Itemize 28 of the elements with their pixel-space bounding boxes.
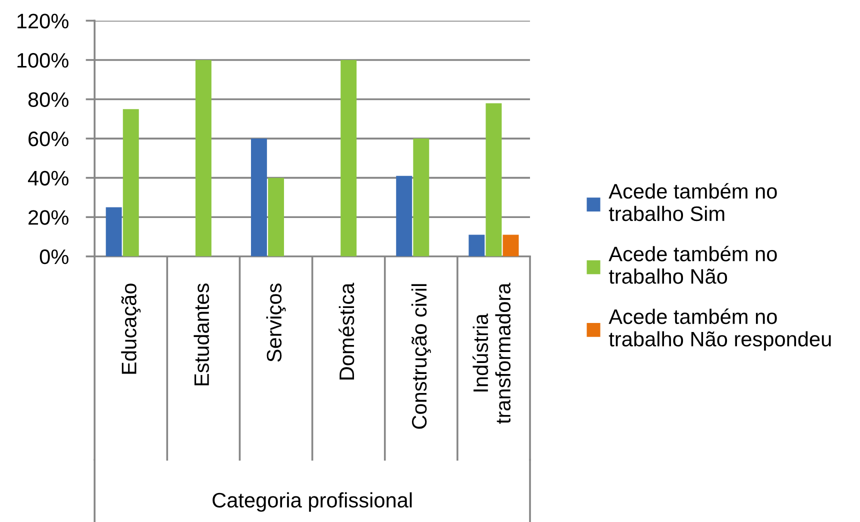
x-axis-title: Categoria profissional [212,492,412,512]
x-tick-label: Indústria transformadora [472,282,511,424]
legend-label: Acede também no trabalho Não respondeu [608,308,831,351]
bar [502,234,519,256]
bar [413,138,430,256]
y-tick-label: 0% [40,249,68,264]
legend-label: Acede também no trabalho Não [608,246,777,284]
bar [122,109,139,256]
x-tick-label: Doméstica [338,282,354,380]
x-tick-label: Estudantes [194,284,210,386]
bar [340,60,357,256]
bar [486,103,502,256]
y-tick-label: 20% [28,210,68,225]
bar [396,176,412,256]
y-tick-label: 80% [28,92,68,108]
bar [268,178,284,256]
y-tick-label: 40% [28,170,68,186]
y-tick-label: 120% [17,14,68,28]
bar [250,138,267,256]
bar [468,234,485,256]
y-tick-label: 60% [28,132,68,146]
x-tick-label: Serviços [266,284,286,362]
y-tick-label: 100% [17,52,68,68]
bar [106,207,122,256]
bar [195,60,212,256]
x-tick-label: Construção civil [411,284,431,429]
x-tick-label: Educação [121,284,141,374]
legend-label: Acede também no trabalho Sim [608,183,777,222]
